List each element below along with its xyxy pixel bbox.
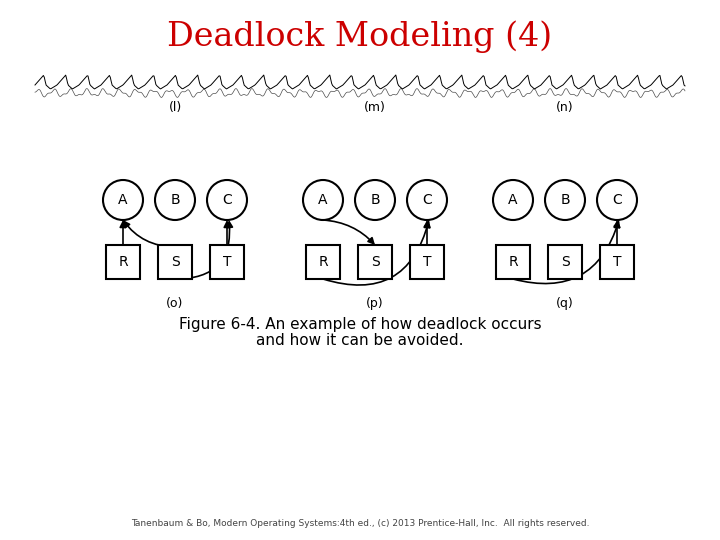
Text: (p): (p): [366, 297, 384, 310]
Text: (o): (o): [166, 297, 184, 310]
FancyBboxPatch shape: [548, 245, 582, 279]
Text: R: R: [318, 255, 328, 269]
FancyBboxPatch shape: [358, 245, 392, 279]
Circle shape: [493, 180, 533, 220]
FancyBboxPatch shape: [158, 245, 192, 279]
Text: C: C: [422, 193, 432, 207]
Text: S: S: [171, 255, 179, 269]
FancyBboxPatch shape: [600, 245, 634, 279]
Text: A: A: [318, 193, 328, 207]
FancyBboxPatch shape: [210, 245, 244, 279]
Text: B: B: [170, 193, 180, 207]
FancyBboxPatch shape: [306, 245, 340, 279]
Circle shape: [407, 180, 447, 220]
Text: S: S: [371, 255, 379, 269]
Text: B: B: [370, 193, 380, 207]
Text: T: T: [423, 255, 431, 269]
Text: S: S: [561, 255, 570, 269]
FancyArrowPatch shape: [513, 222, 619, 284]
FancyArrowPatch shape: [424, 222, 430, 245]
FancyArrowPatch shape: [120, 222, 126, 245]
FancyBboxPatch shape: [410, 245, 444, 279]
FancyArrowPatch shape: [124, 221, 175, 247]
Circle shape: [545, 180, 585, 220]
Circle shape: [155, 180, 195, 220]
Text: and how it can be avoided.: and how it can be avoided.: [256, 333, 464, 348]
Text: (q): (q): [556, 297, 574, 310]
FancyArrowPatch shape: [323, 220, 374, 244]
FancyArrowPatch shape: [323, 222, 430, 285]
Circle shape: [207, 180, 247, 220]
Circle shape: [355, 180, 395, 220]
Text: A: A: [508, 193, 518, 207]
Circle shape: [303, 180, 343, 220]
FancyArrowPatch shape: [224, 222, 230, 245]
Text: (n): (n): [556, 101, 574, 114]
Text: R: R: [508, 255, 518, 269]
Text: T: T: [222, 255, 231, 269]
Text: C: C: [222, 193, 232, 207]
Text: Tanenbaum & Bo, Modern Operating Systems:4th ed., (c) 2013 Prentice-Hall, Inc.  : Tanenbaum & Bo, Modern Operating Systems…: [131, 519, 589, 528]
Text: A: A: [118, 193, 127, 207]
Text: T: T: [613, 255, 621, 269]
Text: C: C: [612, 193, 622, 207]
FancyArrowPatch shape: [175, 222, 233, 279]
FancyBboxPatch shape: [496, 245, 530, 279]
Text: R: R: [118, 255, 128, 269]
Text: Figure 6-4. An example of how deadlock occurs: Figure 6-4. An example of how deadlock o…: [179, 317, 541, 332]
Text: Deadlock Modeling (4): Deadlock Modeling (4): [168, 20, 552, 53]
Text: (m): (m): [364, 101, 386, 114]
FancyArrowPatch shape: [614, 222, 620, 245]
Text: (l): (l): [168, 101, 181, 114]
Circle shape: [597, 180, 637, 220]
Circle shape: [103, 180, 143, 220]
FancyBboxPatch shape: [106, 245, 140, 279]
Text: B: B: [560, 193, 570, 207]
